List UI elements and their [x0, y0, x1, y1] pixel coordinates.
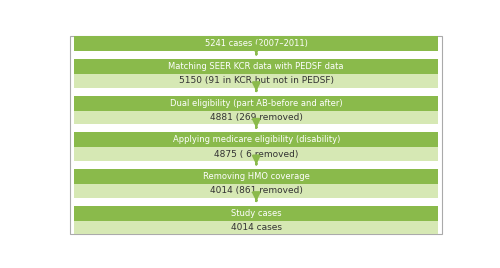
Bar [74, 111, 438, 124]
Bar [74, 221, 438, 234]
Bar [74, 169, 438, 184]
Text: 4881 (269 removed): 4881 (269 removed) [210, 113, 302, 122]
Text: Applying medicare eligibility (disability): Applying medicare eligibility (disabilit… [172, 135, 340, 144]
Bar [74, 59, 438, 74]
Text: Matching SEER KCR data with PEDSF data: Matching SEER KCR data with PEDSF data [168, 62, 344, 71]
Bar [74, 74, 438, 88]
Bar [74, 132, 438, 147]
Bar [74, 147, 438, 161]
Bar [74, 206, 438, 221]
Text: 4014 (861 removed): 4014 (861 removed) [210, 186, 302, 195]
Bar [74, 184, 438, 198]
Text: 4875 ( 6 removed): 4875 ( 6 removed) [214, 150, 298, 159]
Text: Study cases: Study cases [231, 209, 281, 218]
Text: Removing HMO coverage: Removing HMO coverage [203, 172, 310, 181]
Bar [74, 96, 438, 111]
Text: 4014 cases: 4014 cases [231, 223, 282, 232]
Bar [74, 36, 438, 51]
Text: 5150 (91 in KCR but not in PEDSF): 5150 (91 in KCR but not in PEDSF) [179, 76, 334, 85]
Text: Dual eligibility (part AB-before and after): Dual eligibility (part AB-before and aft… [170, 99, 342, 108]
Text: 5241 cases (2007–2011): 5241 cases (2007–2011) [205, 39, 308, 48]
